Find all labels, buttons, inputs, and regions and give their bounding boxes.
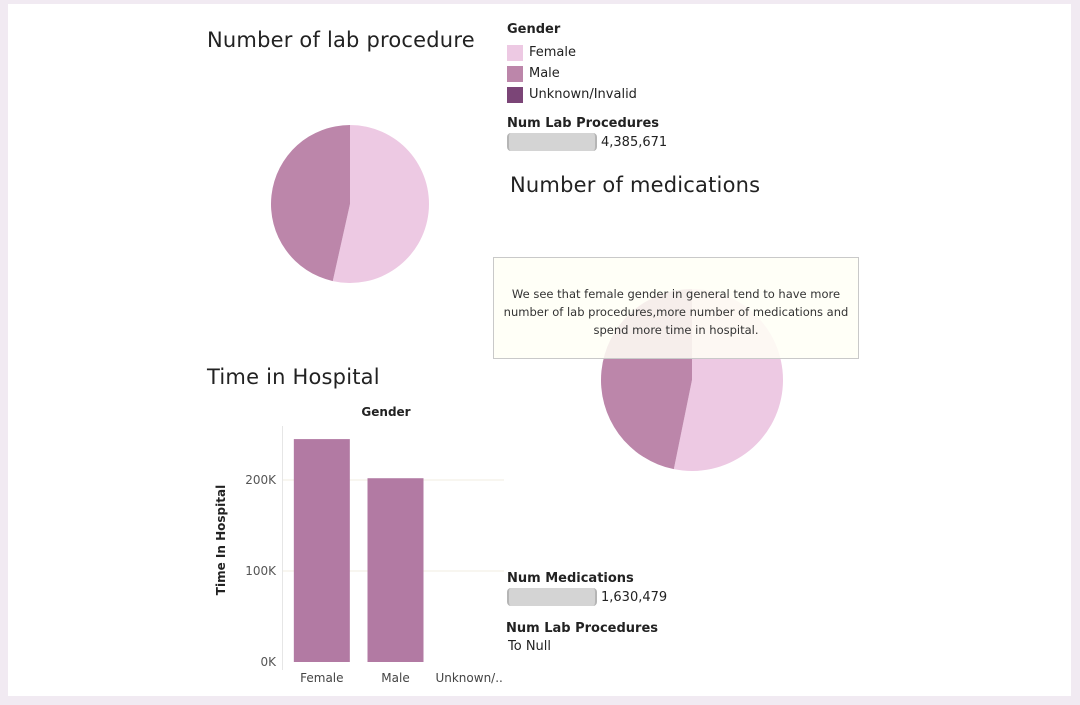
- gender-legend: Gender Female Male Unknown/Invalid: [507, 22, 637, 105]
- bar-y-axis-title: Time In Hospital: [214, 485, 228, 595]
- legend-label-female: Female: [529, 45, 577, 60]
- lab-filter: Num Lab Procedures To Null: [506, 621, 658, 654]
- legend-swatch-female: [507, 44, 523, 61]
- bar-male[interactable]: [367, 478, 424, 662]
- lab-pie-slice-female[interactable]: [332, 125, 429, 283]
- legend-swatch-male: [507, 65, 523, 82]
- lab-pie-title: Number of lab procedure: [207, 28, 475, 52]
- bar-x-tick-label: Unknown/..: [435, 671, 502, 685]
- lab-procedures-pie-chart: [270, 125, 429, 283]
- lab-filter-label: Num Lab Procedures: [506, 621, 659, 636]
- med-size-swatch: [507, 588, 597, 606]
- legend-item-male[interactable]: Male: [507, 63, 637, 84]
- lab-filter-value[interactable]: To Null: [508, 639, 552, 654]
- lab-size-value: 4,385,671: [601, 134, 668, 150]
- bar-y-tick-label: 100K: [245, 564, 277, 578]
- lab-size-swatch: [507, 133, 597, 151]
- legend-swatch-unknown: [507, 86, 523, 103]
- lab-size-label: Num Lab Procedures: [507, 116, 660, 131]
- legend-label-unknown: Unknown/Invalid: [529, 87, 637, 102]
- lab-size-legend: Num Lab Procedures 4,385,671: [507, 116, 667, 151]
- legend-item-unknown[interactable]: Unknown/Invalid: [507, 84, 637, 105]
- med-size-label: Num Medications: [507, 571, 634, 586]
- legend-item-female[interactable]: Female: [507, 42, 637, 63]
- dashboard-canvas: Number of lab procedure Gender Female Ma…: [8, 4, 1071, 696]
- legend-label-male: Male: [529, 66, 560, 81]
- bar-x-tick-label: Male: [381, 671, 409, 685]
- bar-female[interactable]: [293, 439, 350, 662]
- bar-x-tick-label: Female: [300, 671, 343, 685]
- time-in-hospital-bar-chart: Gender Time In Hospital 0K 100K 200K Female…: [214, 405, 504, 685]
- med-size-value: 1,630,479: [601, 589, 668, 605]
- medications-pie-title: Number of medications: [510, 173, 761, 197]
- bar-x-axis-title: Gender: [361, 405, 410, 419]
- legend-title: Gender: [507, 22, 561, 37]
- med-size-legend: Num Medications 1,630,479: [507, 571, 667, 606]
- bar-y-tick-label: 0K: [260, 655, 277, 669]
- bar-y-tick-label: 200K: [245, 473, 277, 487]
- lab-pie-slice-male[interactable]: [270, 125, 350, 282]
- insight-annotation-box: We see that female gender in general ten…: [493, 257, 859, 359]
- time-bar-title: Time in Hospital: [207, 365, 380, 389]
